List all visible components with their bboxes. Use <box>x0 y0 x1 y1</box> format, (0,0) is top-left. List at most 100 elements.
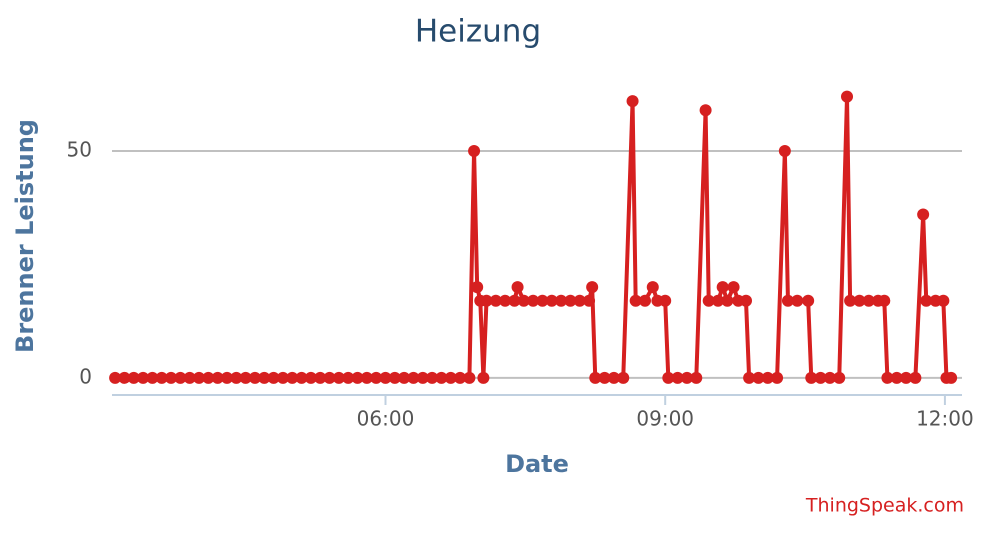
data-point <box>137 371 150 384</box>
data-point <box>690 371 703 384</box>
data-point <box>267 371 280 384</box>
data-point <box>183 371 196 384</box>
data-point <box>844 294 857 307</box>
data-point <box>702 294 715 307</box>
data-point <box>761 371 774 384</box>
data-point <box>286 371 299 384</box>
data-point <box>407 371 420 384</box>
data-point <box>248 371 261 384</box>
data-point <box>712 294 725 307</box>
data-point <box>193 371 206 384</box>
data-point <box>202 371 215 384</box>
data-point <box>388 371 401 384</box>
data-point <box>416 371 429 384</box>
data-point <box>573 294 586 307</box>
data-point <box>805 371 818 384</box>
data-point <box>743 371 756 384</box>
data-point <box>841 90 854 103</box>
data-point <box>258 371 271 384</box>
data-point <box>155 371 168 384</box>
data-point <box>468 145 481 158</box>
data-point <box>878 294 891 307</box>
data-point <box>564 294 577 307</box>
data-point <box>638 294 651 307</box>
data-point <box>342 371 355 384</box>
data-point <box>586 281 599 294</box>
data-point <box>862 294 875 307</box>
data-point <box>109 371 122 384</box>
data-point <box>833 371 846 384</box>
data-point <box>118 371 131 384</box>
data-point <box>211 371 224 384</box>
data-point <box>778 145 791 158</box>
data-point <box>791 294 804 307</box>
data-point <box>127 371 140 384</box>
data-point <box>545 294 558 307</box>
x-tick-label: 12:00 <box>916 407 974 431</box>
data-point <box>477 371 490 384</box>
data-point <box>945 371 958 384</box>
data-point <box>727 281 740 294</box>
x-tick-label: 06:00 <box>357 407 415 431</box>
data-point <box>360 371 373 384</box>
data-point <box>646 281 659 294</box>
data-point <box>517 294 530 307</box>
data-point <box>671 371 684 384</box>
data-point <box>721 294 734 307</box>
data-point <box>511 281 524 294</box>
data-point <box>823 371 836 384</box>
data-point <box>740 294 753 307</box>
data-point <box>426 371 439 384</box>
data-point <box>917 208 930 221</box>
data-point <box>607 371 620 384</box>
data-point <box>276 371 289 384</box>
data-point <box>617 371 630 384</box>
data-point <box>379 371 392 384</box>
data-point <box>598 371 611 384</box>
data-point <box>771 371 784 384</box>
data-point <box>398 371 411 384</box>
credit-link[interactable]: ThingSpeak.com <box>805 495 964 517</box>
y-tick-label: 0 <box>79 364 92 388</box>
data-point <box>220 371 233 384</box>
data-point <box>881 371 894 384</box>
data-point <box>489 294 502 307</box>
data-point <box>900 371 913 384</box>
data-point <box>752 371 765 384</box>
data-point <box>662 371 675 384</box>
data-point <box>626 95 639 108</box>
data-point <box>680 371 693 384</box>
data-point <box>463 371 476 384</box>
data-point <box>435 371 448 384</box>
data-point <box>555 294 568 307</box>
data-point <box>444 371 457 384</box>
data-point <box>853 294 866 307</box>
data-point <box>230 371 243 384</box>
y-tick-label: 50 <box>67 138 92 162</box>
data-point <box>589 371 602 384</box>
data-point <box>314 371 327 384</box>
data-point <box>781 294 794 307</box>
data-point <box>699 104 712 117</box>
data-point <box>508 294 521 307</box>
data-line <box>115 94 952 380</box>
data-point <box>454 371 467 384</box>
data-point <box>239 371 252 384</box>
data-point <box>527 294 540 307</box>
x-tick-label: 09:00 <box>636 407 694 431</box>
x-axis-label: Date <box>505 450 569 478</box>
data-point <box>165 371 178 384</box>
data-point <box>937 294 950 307</box>
data-point <box>659 294 672 307</box>
data-point <box>814 371 827 384</box>
chart-title: Heizung <box>415 14 541 50</box>
data-point <box>351 371 364 384</box>
data-point <box>146 371 159 384</box>
data-point <box>480 294 493 307</box>
data-point <box>304 371 317 384</box>
data-point <box>295 371 308 384</box>
data-point <box>802 294 815 307</box>
data-point <box>536 294 549 307</box>
y-axis-label: Brenner Leistung <box>11 119 39 353</box>
